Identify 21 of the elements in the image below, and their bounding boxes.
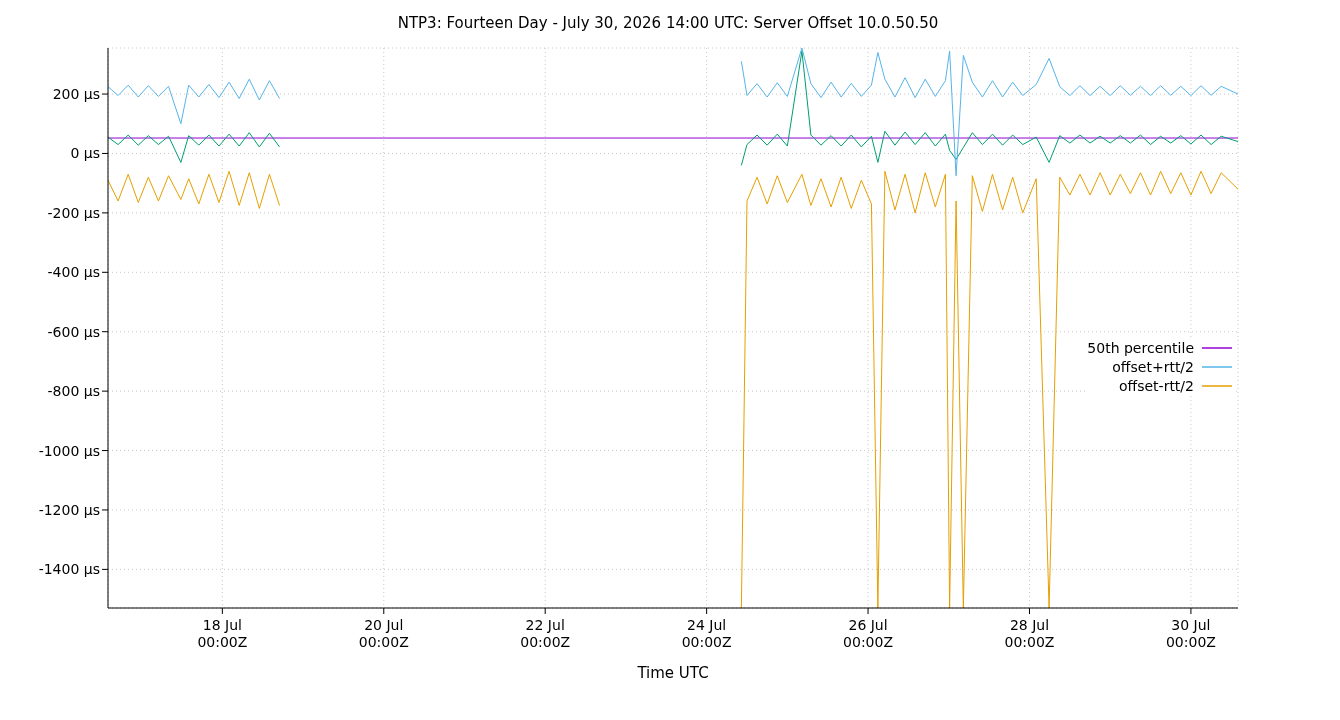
chart-title: NTP3: Fourteen Day - July 30, 2026 14:00 UTC: Server Offset 10.0.50.50: [396, 13, 940, 34]
x-tick-label: 26 Jul 00:00Z: [843, 617, 894, 650]
y-tick-label: -1000 µs: [38, 442, 100, 459]
x-tick-label: 18 Jul 00:00Z: [197, 617, 248, 650]
y-tick-label: -400 µs: [47, 264, 100, 281]
x-tick-label: 28 Jul 00:00Z: [1004, 617, 1055, 650]
x-axis-title: Time UTC: [636, 664, 709, 682]
y-tick-label: 200 µs: [52, 86, 100, 103]
y-tick-label: -1200 µs: [38, 501, 100, 518]
x-tick-label: 20 Jul 00:00Z: [358, 617, 409, 650]
legend-label: 50th percentile: [1087, 339, 1194, 356]
x-tick-label: 24 Jul 00:00Z: [681, 617, 732, 650]
y-tick-label: -600 µs: [47, 323, 100, 340]
y-tick-label: -200 µs: [47, 204, 100, 221]
x-tick-label: 30 Jul 00:00Z: [1165, 617, 1216, 650]
y-tick-label: 0 µs: [70, 145, 100, 162]
x-tick-label: 22 Jul 00:00Z: [520, 617, 571, 650]
legend-label: offset-rtt/2: [1118, 377, 1194, 394]
legend-label: offset+rtt/2: [1112, 358, 1194, 375]
y-tick-label: -1400 µs: [38, 561, 100, 578]
y-tick-label: -800 µs: [47, 383, 100, 400]
